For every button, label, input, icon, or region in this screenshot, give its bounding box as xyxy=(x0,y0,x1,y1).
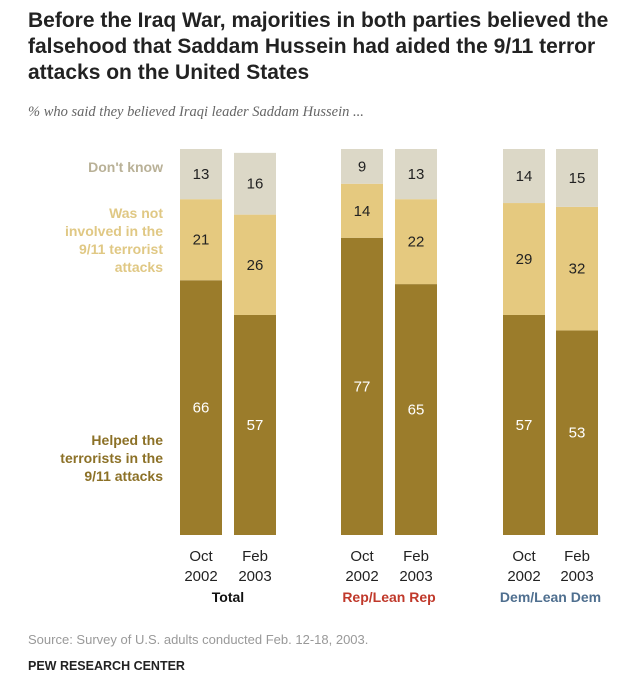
bar-segment-helped xyxy=(341,237,383,535)
data-label: 16 xyxy=(247,176,264,193)
bar-segment-helped xyxy=(503,314,545,535)
data-label: 32 xyxy=(569,261,586,278)
data-label: 21 xyxy=(193,232,210,249)
bar-segment-dont-know xyxy=(180,149,222,200)
x-tick-label: 2003 xyxy=(399,568,432,585)
bar-segment-not-involved xyxy=(341,183,383,238)
data-label: 66 xyxy=(193,400,210,417)
bar-segment-not-involved xyxy=(503,203,545,315)
bar-segment-helped xyxy=(395,284,437,535)
x-tick-label: 2002 xyxy=(345,568,378,585)
legend-label-not-involved: attacks xyxy=(115,259,163,275)
x-tick-label: 2003 xyxy=(560,568,593,585)
source-note: Source: Survey of U.S. adults conducted … xyxy=(28,632,369,647)
data-label: 14 xyxy=(516,168,533,185)
bar-segment-helped xyxy=(234,314,276,535)
x-tick-label: Oct xyxy=(512,548,536,565)
legend-label-not-involved: 9/11 terrorist xyxy=(79,241,163,257)
bar-segment-helped xyxy=(180,280,222,535)
group-label: Dem/Lean Dem xyxy=(500,589,601,605)
bar-segment-dont-know xyxy=(556,149,598,207)
x-tick-label: Feb xyxy=(242,548,268,565)
legend-label-helped: 9/11 attacks xyxy=(84,468,163,484)
x-tick-label: Oct xyxy=(350,548,374,565)
group-label: Total xyxy=(212,589,244,605)
data-label: 13 xyxy=(408,166,425,183)
data-label: 57 xyxy=(516,417,533,434)
brand-label: PEW RESEARCH CENTER xyxy=(28,659,185,673)
legend-label-dont-know: Don't know xyxy=(88,159,163,175)
bar-segment-dont-know xyxy=(503,149,545,204)
group-label: Rep/Lean Rep xyxy=(342,589,435,605)
legend-label-helped: Helped the xyxy=(91,432,163,448)
data-label: 14 xyxy=(354,203,371,220)
legend-label-helped: terrorists in the xyxy=(60,450,163,466)
legend-label-not-involved: involved in the xyxy=(65,223,163,239)
legend-label-not-involved: Was not xyxy=(109,205,163,221)
data-label: 29 xyxy=(516,251,533,268)
bar-segment-not-involved xyxy=(395,199,437,285)
x-tick-label: 2002 xyxy=(184,568,217,585)
bar-segment-dont-know xyxy=(341,149,383,184)
bar-segment-not-involved xyxy=(180,199,222,281)
bar-segment-not-involved xyxy=(234,214,276,315)
x-tick-label: Feb xyxy=(403,548,429,565)
data-label: 65 xyxy=(408,402,425,419)
chart-title: Before the Iraq War, majorities in both … xyxy=(28,9,609,84)
bar-segment-helped xyxy=(556,330,598,535)
x-tick-label: 2003 xyxy=(238,568,271,585)
data-label: 13 xyxy=(193,166,210,183)
bar-segment-not-involved xyxy=(556,206,598,331)
data-label: 9 xyxy=(358,158,366,175)
x-tick-label: 2002 xyxy=(507,568,540,585)
data-label: 53 xyxy=(569,425,586,442)
x-tick-label: Feb xyxy=(564,548,590,565)
bar-segment-dont-know xyxy=(234,152,276,215)
data-label: 15 xyxy=(569,170,586,187)
data-label: 22 xyxy=(408,234,425,251)
data-label: 26 xyxy=(247,257,264,274)
data-label: 57 xyxy=(247,417,264,434)
x-tick-label: Oct xyxy=(189,548,213,565)
chart-subtitle: % who said they believed Iraqi leader Sa… xyxy=(28,104,364,120)
bar-segment-dont-know xyxy=(395,149,437,200)
data-label: 77 xyxy=(354,378,371,395)
